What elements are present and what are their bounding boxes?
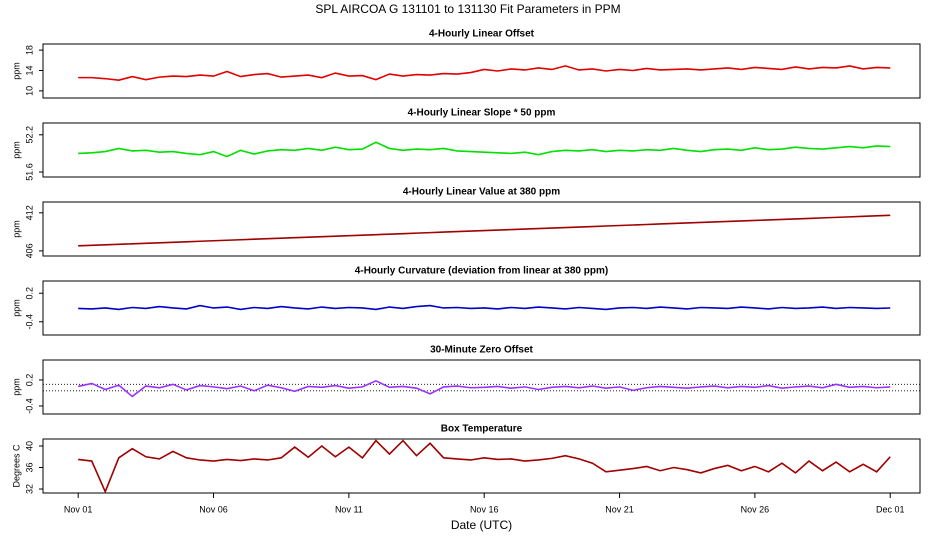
data-line — [78, 439, 891, 494]
plot-frame — [42, 359, 921, 415]
y-tick-label: 32 — [24, 484, 34, 494]
y-tick-label: 52.2 — [24, 126, 34, 144]
data-line — [78, 65, 891, 81]
x-tick-label: Nov 16 — [470, 504, 499, 514]
plot-frame — [42, 280, 921, 336]
panel-title: 4-Hourly Linear Value at 380 ppm — [403, 187, 560, 198]
y-tick-label: 0.2 — [24, 287, 34, 300]
y-tick-label: -0.4 — [24, 314, 34, 330]
panel-title: 4-Hourly Curvature (deviation from linea… — [355, 266, 608, 277]
y-tick-label: 412 — [24, 205, 34, 220]
y-axis-label: ppm — [11, 378, 21, 396]
y-tick-label: 10 — [24, 86, 34, 96]
data-line — [78, 141, 891, 158]
panel-title: Box Temperature — [441, 424, 523, 435]
data-line — [78, 379, 891, 398]
y-tick-label: 406 — [24, 243, 34, 258]
y-axis-label: ppm — [11, 62, 21, 80]
data-line — [78, 214, 891, 247]
plot-frame — [42, 43, 921, 99]
plot-frame — [42, 438, 921, 494]
x-tick-label: Dec 01 — [876, 504, 905, 514]
x-tick-label: Nov 21 — [605, 504, 634, 514]
y-axis-label: ppm — [11, 141, 21, 159]
y-tick-label: 14 — [24, 65, 34, 75]
page-title: SPL AIRCOA G 131101 to 131130 Fit Parame… — [315, 2, 620, 16]
panel-title: 4-Hourly Linear Slope * 50 ppm — [408, 108, 556, 119]
panel-title: 30-Minute Zero Offset — [430, 345, 533, 356]
y-tick-label: 40 — [24, 441, 34, 451]
y-tick-label: 36 — [24, 462, 34, 472]
data-line — [78, 304, 891, 311]
y-axis-label: Degrees C — [11, 444, 21, 488]
panel-title: 4-Hourly Linear Offset — [429, 29, 535, 40]
plot-frame — [42, 122, 921, 178]
x-tick-label: Nov 11 — [335, 504, 363, 514]
y-axis-label: ppm — [11, 220, 21, 238]
y-tick-label: 18 — [24, 45, 34, 55]
y-tick-label: 51.6 — [24, 163, 34, 181]
y-tick-label: 0.2 — [24, 374, 34, 387]
x-tick-label: Nov 26 — [741, 504, 770, 514]
y-tick-label: -0.4 — [24, 398, 34, 414]
x-tick-label: Nov 06 — [199, 504, 228, 514]
y-axis-label: ppm — [11, 299, 21, 317]
x-tick-label: Nov 01 — [64, 504, 93, 514]
x-axis-label: Date (UTC) — [451, 518, 512, 532]
plot-frame — [42, 201, 921, 257]
